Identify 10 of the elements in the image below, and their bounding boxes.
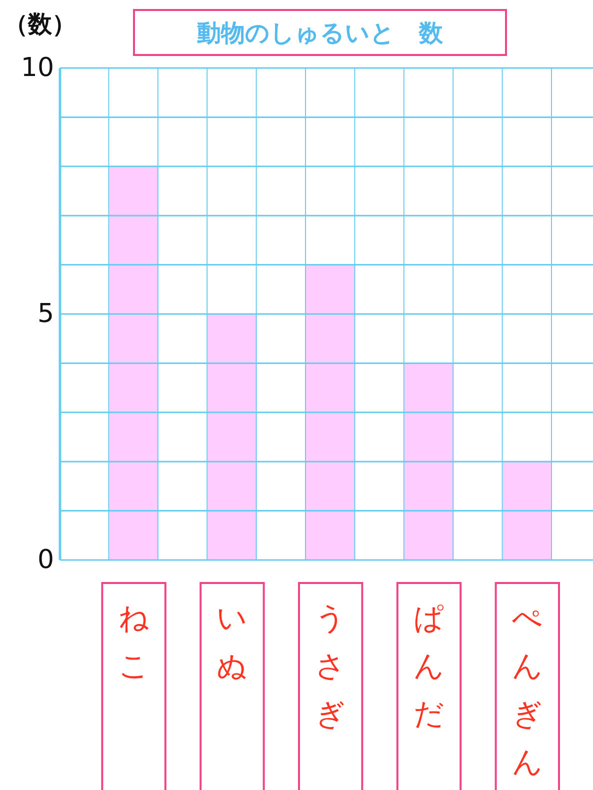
y-tick-label: 5 xyxy=(37,299,54,329)
chart-title: 動物のしゅるいと 数 xyxy=(196,19,444,47)
y-tick-label: 10 xyxy=(20,53,54,83)
x-tick-label: うさぎ xyxy=(315,601,346,732)
y-tick-label: 0 xyxy=(37,545,54,575)
y-axis-title: （数） xyxy=(4,10,76,38)
x-tick-label: ぺんぎん xyxy=(512,601,543,780)
x-tick-label: ねこ xyxy=(118,601,150,684)
x-tick-label: ぱんだ xyxy=(414,601,444,732)
x-tick-label: いぬ xyxy=(216,601,248,684)
